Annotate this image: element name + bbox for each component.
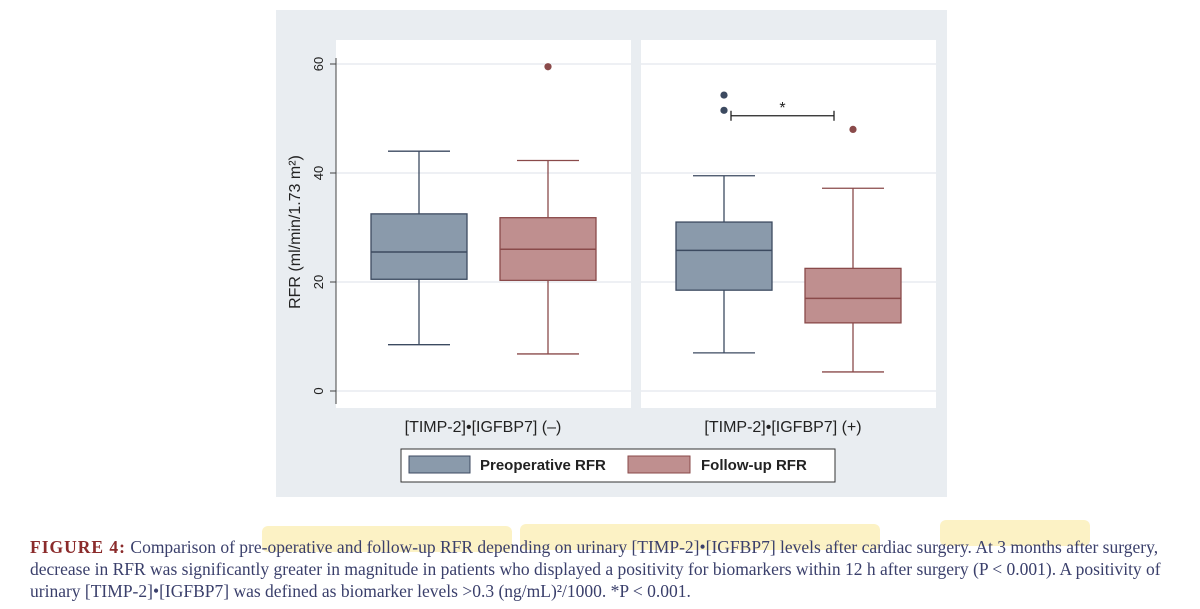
significance-star-0: *	[779, 100, 785, 117]
legend-box	[400, 448, 836, 483]
highlight-mark-3	[940, 520, 1090, 546]
y-axis-label: RFR (ml/min/1.73 m²)	[287, 155, 304, 309]
outlier-point-1-1-0	[849, 125, 857, 133]
box-1-1	[804, 267, 902, 324]
legend-swatch-preoperative	[408, 455, 471, 474]
box-0-1	[675, 221, 773, 291]
legend-label-followup: Follow-up RFR	[701, 457, 807, 474]
y-tick-label-60: 60	[311, 57, 326, 71]
outlier-point-1-0-0	[544, 63, 552, 71]
caption-label: FIGURE 4:	[30, 537, 127, 557]
highlight-mark-1	[262, 526, 512, 552]
y-tick-label-40: 40	[311, 166, 326, 180]
highlight-mark-2	[520, 524, 880, 550]
group-label-1: [TIMP-2]•[IGFBP7] (+)	[704, 419, 861, 436]
legend: Preoperative RFR Follow-up RFR	[400, 448, 836, 483]
box-0-0	[370, 213, 468, 280]
y-tick-label-0: 0	[311, 387, 326, 394]
box-plot-chart: 0 20 40 60 RFR (ml/min/1.73 m²) * [TIMP-2]•…	[276, 10, 947, 497]
y-tick-label-20: 20	[311, 275, 326, 289]
significance-bracket: *	[730, 100, 835, 121]
outlier-point-0-1-1	[720, 91, 728, 99]
boxes	[370, 63, 902, 373]
outlier-point-0-1-0	[720, 106, 728, 114]
caption-text: Comparison of pre-operative and follow-u…	[30, 537, 1161, 601]
grid-left	[336, 63, 631, 392]
y-axis-ticks: 0 20 40 60	[311, 57, 336, 395]
group-label-0: [TIMP-2]•[IGFBP7] (–)	[405, 419, 562, 436]
legend-swatch-followup	[627, 455, 691, 474]
legend-label-preoperative: Preoperative RFR	[480, 457, 606, 474]
figure-caption: FIGURE 4: Comparison of pre-operative an…	[30, 536, 1190, 602]
